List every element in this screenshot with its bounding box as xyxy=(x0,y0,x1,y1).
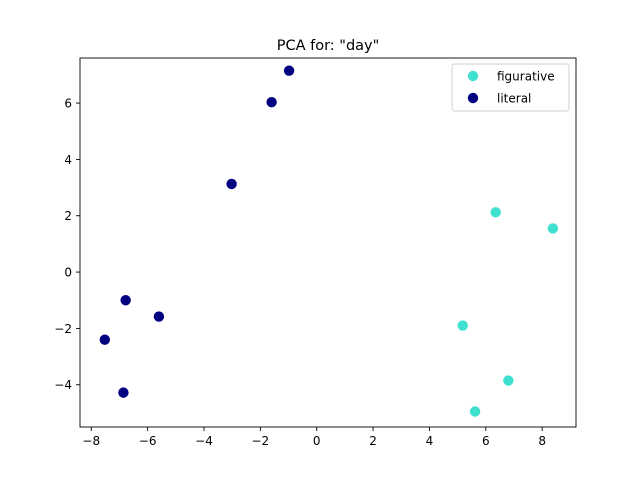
chart-title: PCA for: "day" xyxy=(277,38,380,54)
y-tick-label: 6 xyxy=(64,97,72,111)
legend: figurative literal xyxy=(451,63,570,112)
x-tick-label: 6 xyxy=(482,434,490,448)
points-group xyxy=(99,65,559,417)
legend-box xyxy=(451,63,570,112)
x-tick-label: −4 xyxy=(195,434,213,448)
x-tick-label: −8 xyxy=(82,434,100,448)
data-point-figurative xyxy=(547,223,559,234)
x-tick-label: 8 xyxy=(538,434,546,448)
y-tick-label: 2 xyxy=(64,209,72,223)
x-tick-label: 2 xyxy=(369,434,377,448)
data-point-figurative xyxy=(503,375,514,386)
data-point-literal xyxy=(153,311,165,322)
data-point-literal xyxy=(266,97,277,108)
plot-frame xyxy=(79,57,577,428)
y-tick-label: −2 xyxy=(54,322,72,336)
x-tick-label: −2 xyxy=(252,434,270,448)
data-point-figurative xyxy=(457,320,468,331)
x-tick-label: 4 xyxy=(426,434,434,448)
data-point-literal xyxy=(283,65,295,76)
data-point-figurative xyxy=(490,207,501,218)
y-tick-label: 4 xyxy=(64,153,72,167)
data-point-figurative xyxy=(469,406,481,417)
x-tick-label: −6 xyxy=(139,434,157,448)
legend-marker-literal xyxy=(467,92,479,104)
data-point-literal xyxy=(118,387,129,398)
axes-group: −8 −6 −4 −2 0 2 4 6 8 −4 −2 0 2 4 6 xyxy=(54,57,577,448)
legend-label-literal: literal xyxy=(497,92,531,106)
x-tick-label: 0 xyxy=(313,434,321,448)
data-point-literal xyxy=(226,178,237,190)
data-point-literal xyxy=(120,295,131,306)
legend-label-figurative: figurative xyxy=(497,70,555,84)
data-point-literal xyxy=(99,334,111,345)
legend-marker-figurative xyxy=(467,70,479,82)
y-tick-label: 0 xyxy=(64,266,72,280)
y-tick-label: −4 xyxy=(54,378,72,392)
